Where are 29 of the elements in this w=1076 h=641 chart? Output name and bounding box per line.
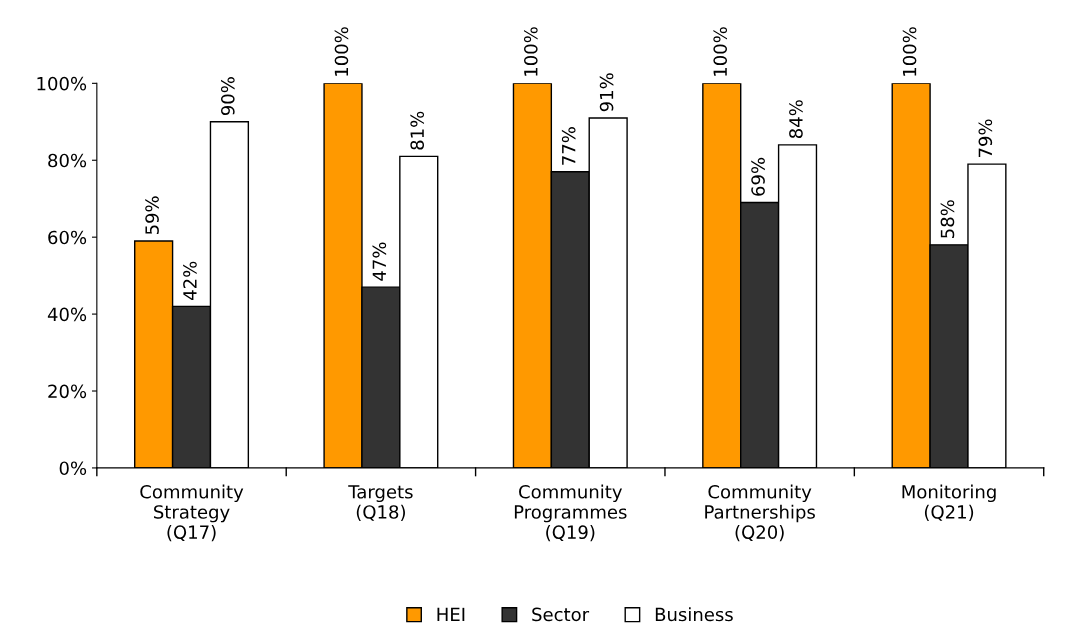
data-label: 42% — [183, 261, 197, 300]
data-label: 59% — [145, 196, 159, 235]
data-label: 77% — [561, 127, 576, 165]
data-label: 79% — [978, 119, 993, 158]
x-tick-label: Community Programmes (Q19) — [514, 484, 627, 542]
data-label: 100% — [902, 27, 917, 76]
legend-label: HEI — [437, 607, 465, 621]
x-tick-label: Monitoring (Q21) — [902, 484, 996, 521]
y-tick-label: 0% — [59, 461, 87, 476]
data-label: 84% — [789, 100, 803, 139]
x-tick-label: Community Partnerships (Q20) — [705, 484, 815, 542]
y-tick-label: 60% — [48, 230, 87, 245]
y-tick-label: 80% — [48, 153, 87, 168]
data-label: 100% — [523, 27, 538, 76]
y-tick-label: 40% — [47, 307, 87, 322]
legend-label: Business — [655, 607, 733, 622]
data-label: 90% — [220, 77, 235, 116]
y-tick-label: 100% — [37, 76, 87, 91]
data-label: 100% — [334, 27, 349, 76]
x-tick-label: Targets (Q18) — [348, 485, 413, 521]
data-label: 81% — [410, 111, 425, 150]
data-label: 47% — [372, 242, 387, 281]
x-tick-label: Community Strategy (Q17) — [140, 484, 244, 542]
legend-label: Sector — [532, 607, 590, 622]
data-label: 58% — [940, 200, 955, 238]
data-label: 100% — [713, 27, 728, 76]
data-label: 69% — [751, 157, 765, 196]
y-tick-label: 20% — [48, 384, 87, 399]
data-label: 91% — [599, 73, 614, 112]
